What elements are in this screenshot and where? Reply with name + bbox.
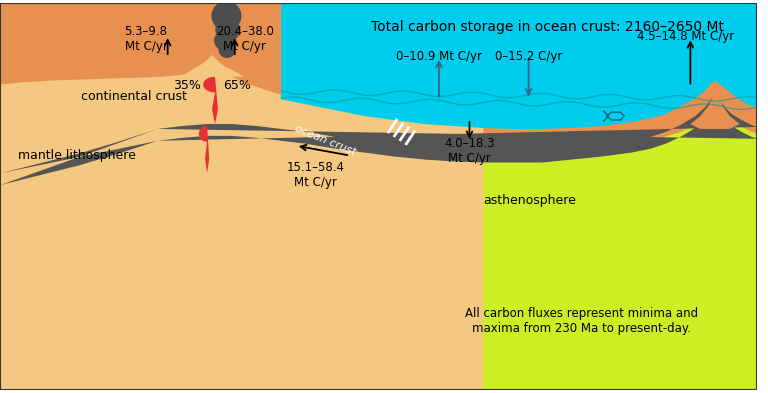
- Text: ocean crust: ocean crust: [293, 124, 357, 158]
- Polygon shape: [0, 62, 483, 390]
- Polygon shape: [0, 102, 757, 390]
- Polygon shape: [690, 86, 740, 129]
- Text: 5.3–9.8
Mt C/yr: 5.3–9.8 Mt C/yr: [124, 26, 167, 53]
- Text: 15.1–58.4
Mt C/yr: 15.1–58.4 Mt C/yr: [286, 161, 345, 189]
- Polygon shape: [204, 77, 218, 124]
- Text: 0–15.2 C/yr: 0–15.2 C/yr: [495, 50, 562, 63]
- Text: 20.4–38.0
Mt C/yr: 20.4–38.0 Mt C/yr: [216, 26, 273, 53]
- Text: All carbon fluxes represent minima and
maxima from 230 Ma to present-day.: All carbon fluxes represent minima and m…: [465, 307, 698, 335]
- Text: asthenosphere: asthenosphere: [483, 195, 576, 208]
- Text: 35%: 35%: [174, 79, 201, 92]
- Polygon shape: [0, 3, 757, 390]
- Polygon shape: [0, 129, 157, 185]
- Text: 4.5–14.8 Mt C/yr: 4.5–14.8 Mt C/yr: [637, 30, 734, 43]
- Circle shape: [219, 42, 235, 57]
- Polygon shape: [157, 94, 757, 162]
- Circle shape: [212, 2, 240, 30]
- Polygon shape: [183, 55, 244, 77]
- Text: 4.0–18.3
Mt C/yr: 4.0–18.3 Mt C/yr: [444, 137, 495, 165]
- Text: mantle lithosphere: mantle lithosphere: [18, 149, 136, 162]
- Text: 0–10.9 Mt C/yr: 0–10.9 Mt C/yr: [396, 50, 482, 63]
- Text: 65%: 65%: [223, 79, 250, 92]
- Circle shape: [216, 18, 240, 41]
- Polygon shape: [199, 126, 209, 173]
- Polygon shape: [281, 3, 757, 129]
- Circle shape: [215, 31, 234, 50]
- Text: continental crust: continental crust: [81, 90, 187, 103]
- Text: Total carbon storage in ocean crust: 2160–2650 Mt: Total carbon storage in ocean crust: 216…: [371, 20, 724, 35]
